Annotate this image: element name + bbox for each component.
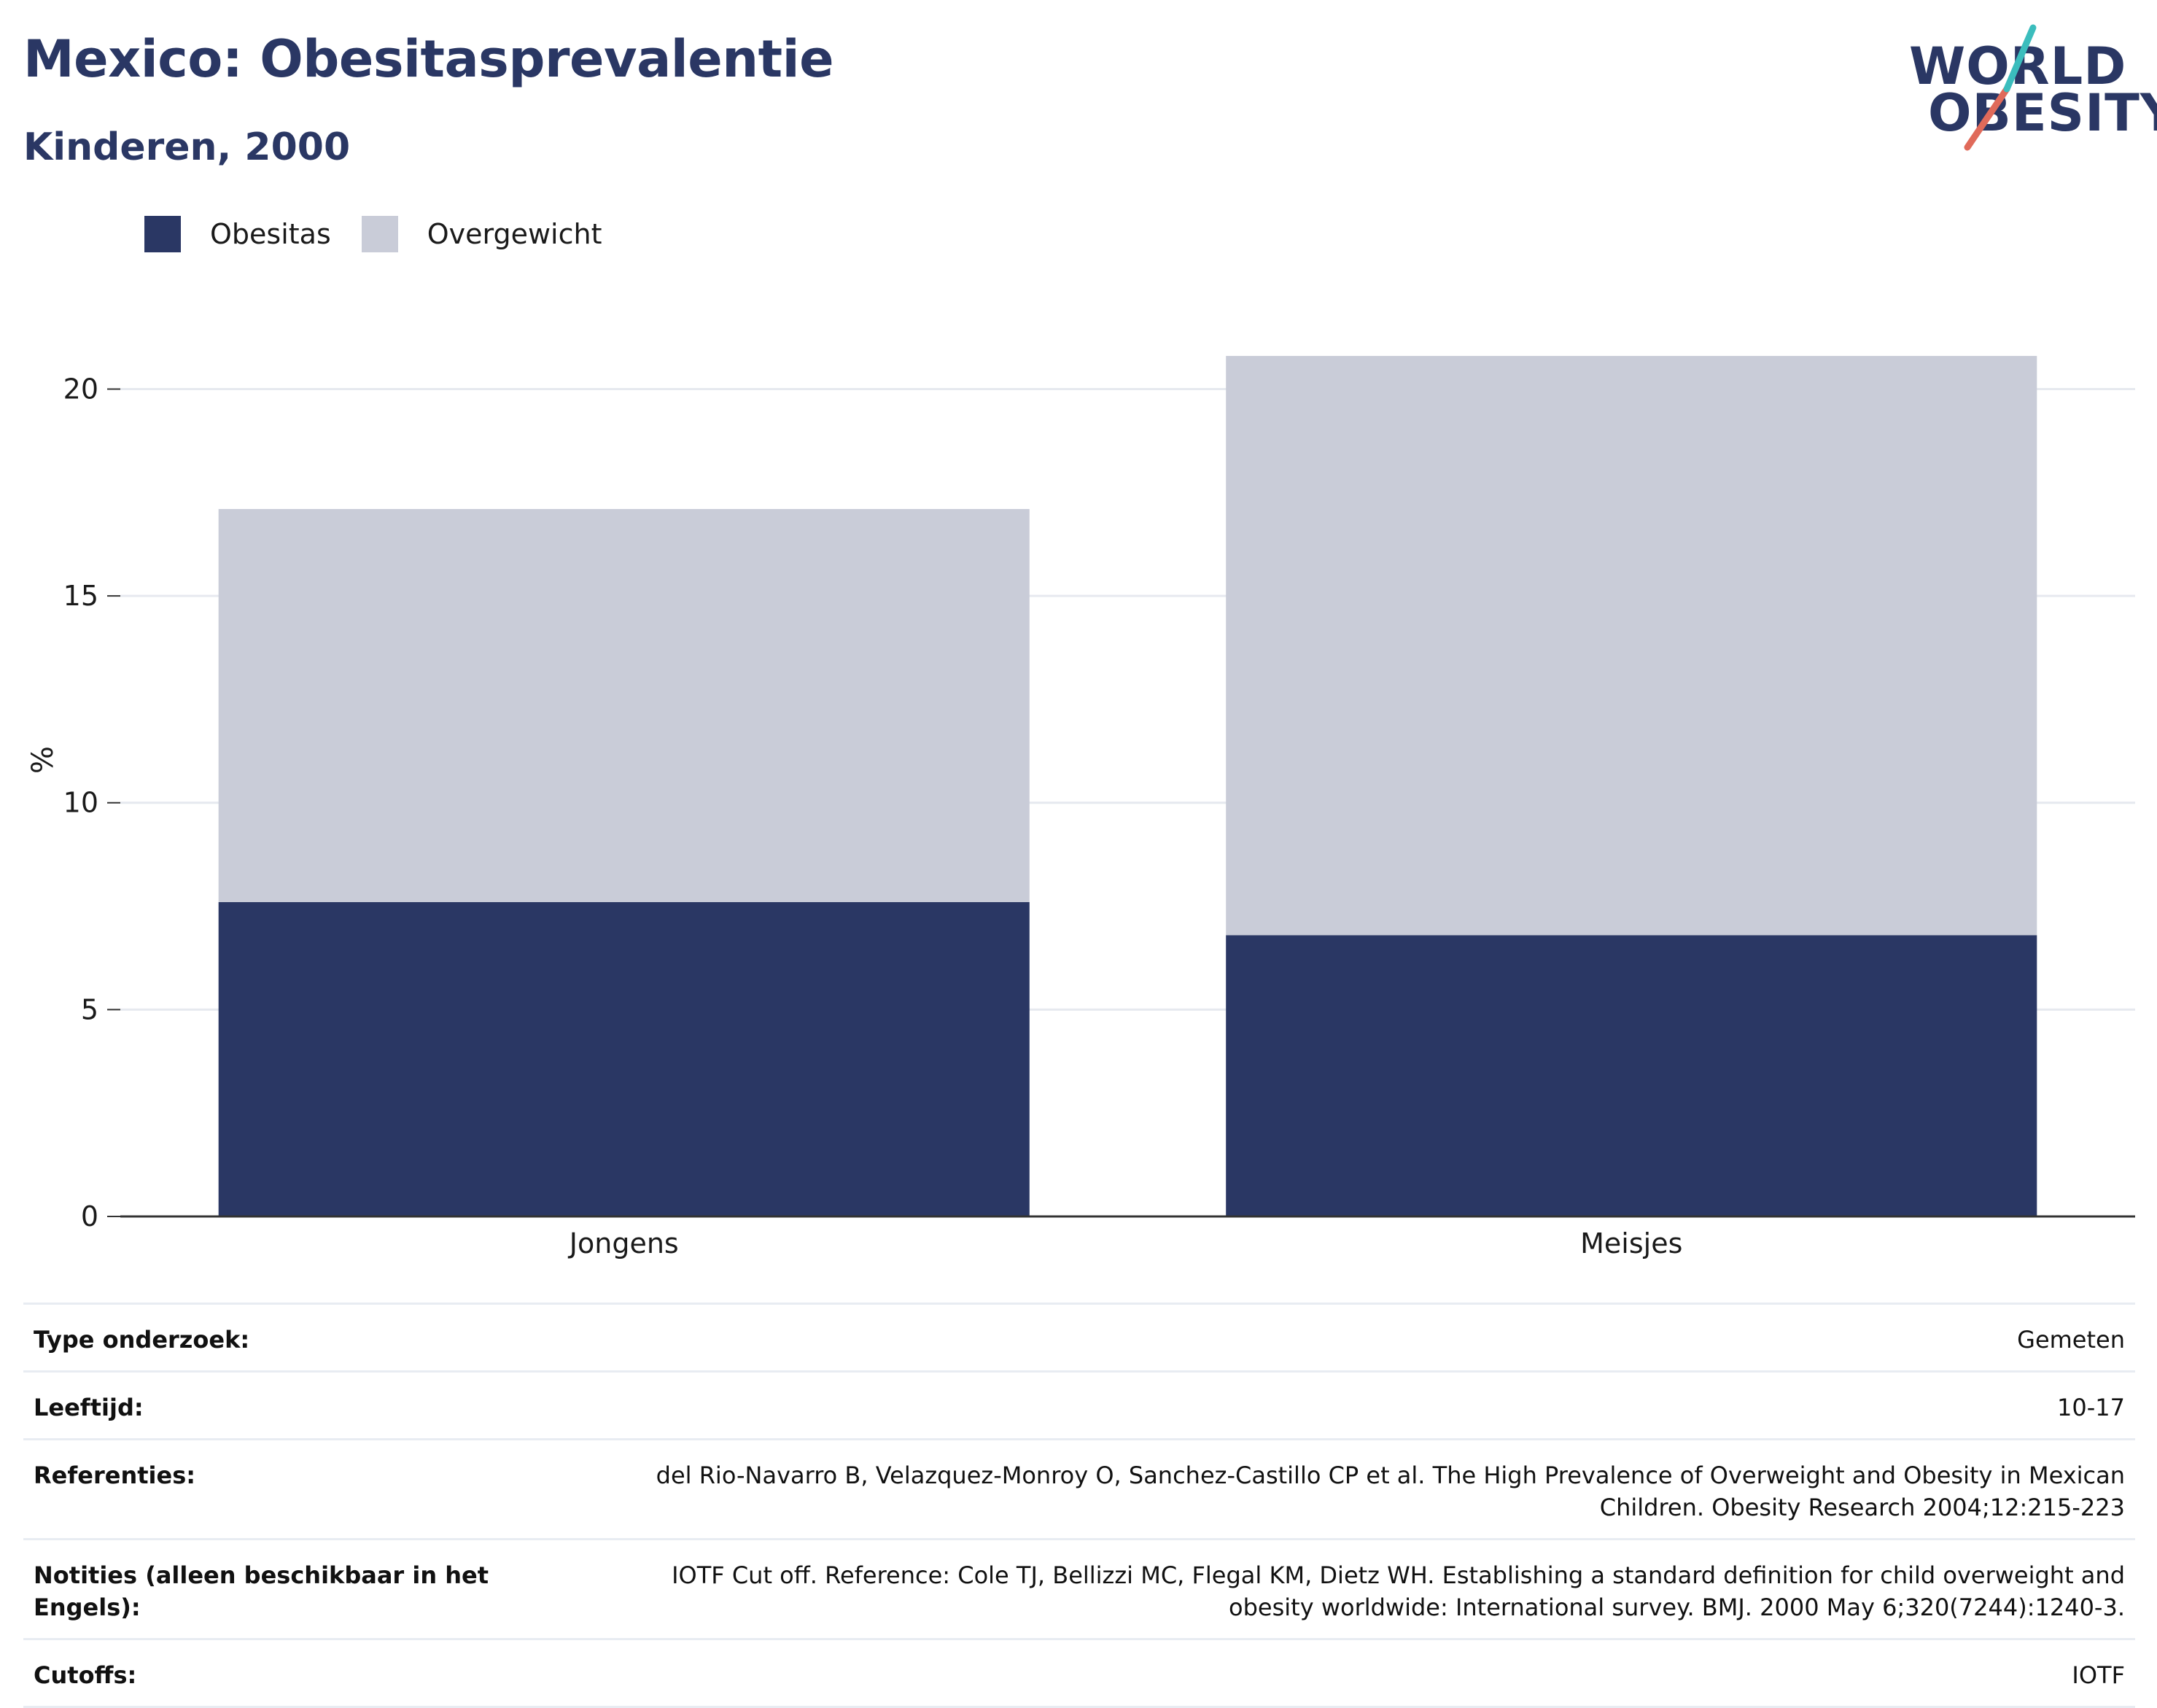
- stacked-bar-chart: 0 5 10 15 20 Jongens Meisjes%: [26, 356, 2135, 1259]
- meta-key: Leeftijd:: [34, 1394, 144, 1421]
- legend-label-overgewicht: Overgewicht: [427, 218, 602, 250]
- y-tick-label: 20: [63, 373, 98, 405]
- x-tick-label: Jongens: [568, 1227, 679, 1259]
- legend-item-overgewicht[interactable]: Overgewicht: [361, 216, 602, 252]
- world-obesity-logo: WORLD OBESITY: [1903, 22, 2157, 153]
- chart-legend: Obesitas Overgewicht: [144, 216, 633, 252]
- meta-value: 10-17: [2057, 1394, 2125, 1421]
- page-subtitle: Kinderen, 2000: [23, 125, 351, 169]
- meta-key: Notities (alleen beschikbaar in het Enge…: [34, 1561, 489, 1621]
- axes: 0 5 10 15 20 Jongens Meisjes%: [26, 373, 2135, 1259]
- meta-row-type: Type onderzoek: Gemeten: [23, 1303, 2135, 1370]
- meta-row-notes: Notities (alleen beschikbaar in het Enge…: [23, 1538, 2135, 1638]
- y-tick-label: 0: [81, 1200, 98, 1233]
- meta-key: Cutoffs:: [34, 1661, 137, 1689]
- legend-swatch-obesitas: [144, 216, 181, 252]
- bar-overgewicht-meisjes[interactable]: [1226, 356, 2037, 936]
- metadata-table: Type onderzoek: Gemeten Leeftijd: 10-17 …: [23, 1303, 2135, 1708]
- y-tick-label: 10: [63, 787, 98, 819]
- meta-value: Gemeten: [2017, 1326, 2125, 1354]
- legend-label-obesitas: Obesitas: [210, 218, 331, 250]
- logo-line-2: OBESITY: [1928, 83, 2157, 143]
- bar-overgewicht-jongens[interactable]: [218, 508, 1030, 902]
- meta-value: IOTF Cut off. Reference: Cole TJ, Belliz…: [672, 1561, 2125, 1621]
- meta-value: del Rio-Navarro B, Velazquez-Monroy O, S…: [656, 1461, 2125, 1521]
- bar-obesitas-jongens[interactable]: [218, 901, 1030, 1216]
- meta-value: IOTF: [2072, 1661, 2125, 1689]
- legend-item-obesitas[interactable]: Obesitas: [144, 216, 331, 252]
- meta-row-age: Leeftijd: 10-17: [23, 1370, 2135, 1438]
- y-tick-label: 5: [81, 993, 98, 1025]
- page-title: Mexico: Obesitasprevalentie: [23, 29, 834, 89]
- meta-row-references: Referenties: del Rio-Navarro B, Velazque…: [23, 1438, 2135, 1538]
- legend-swatch-overgewicht: [361, 216, 398, 252]
- x-tick-label: Meisjes: [1580, 1227, 1682, 1259]
- bars: [218, 356, 2037, 1216]
- meta-key: Type onderzoek:: [34, 1326, 250, 1354]
- bar-obesitas-meisjes[interactable]: [1226, 935, 2037, 1216]
- meta-row-cutoffs: Cutoffs: IOTF: [23, 1638, 2135, 1708]
- y-tick-label: 15: [63, 580, 98, 612]
- logo-slash-icon: [1964, 24, 2037, 151]
- meta-key: Referenties:: [34, 1461, 196, 1489]
- y-axis-title: %: [26, 746, 60, 774]
